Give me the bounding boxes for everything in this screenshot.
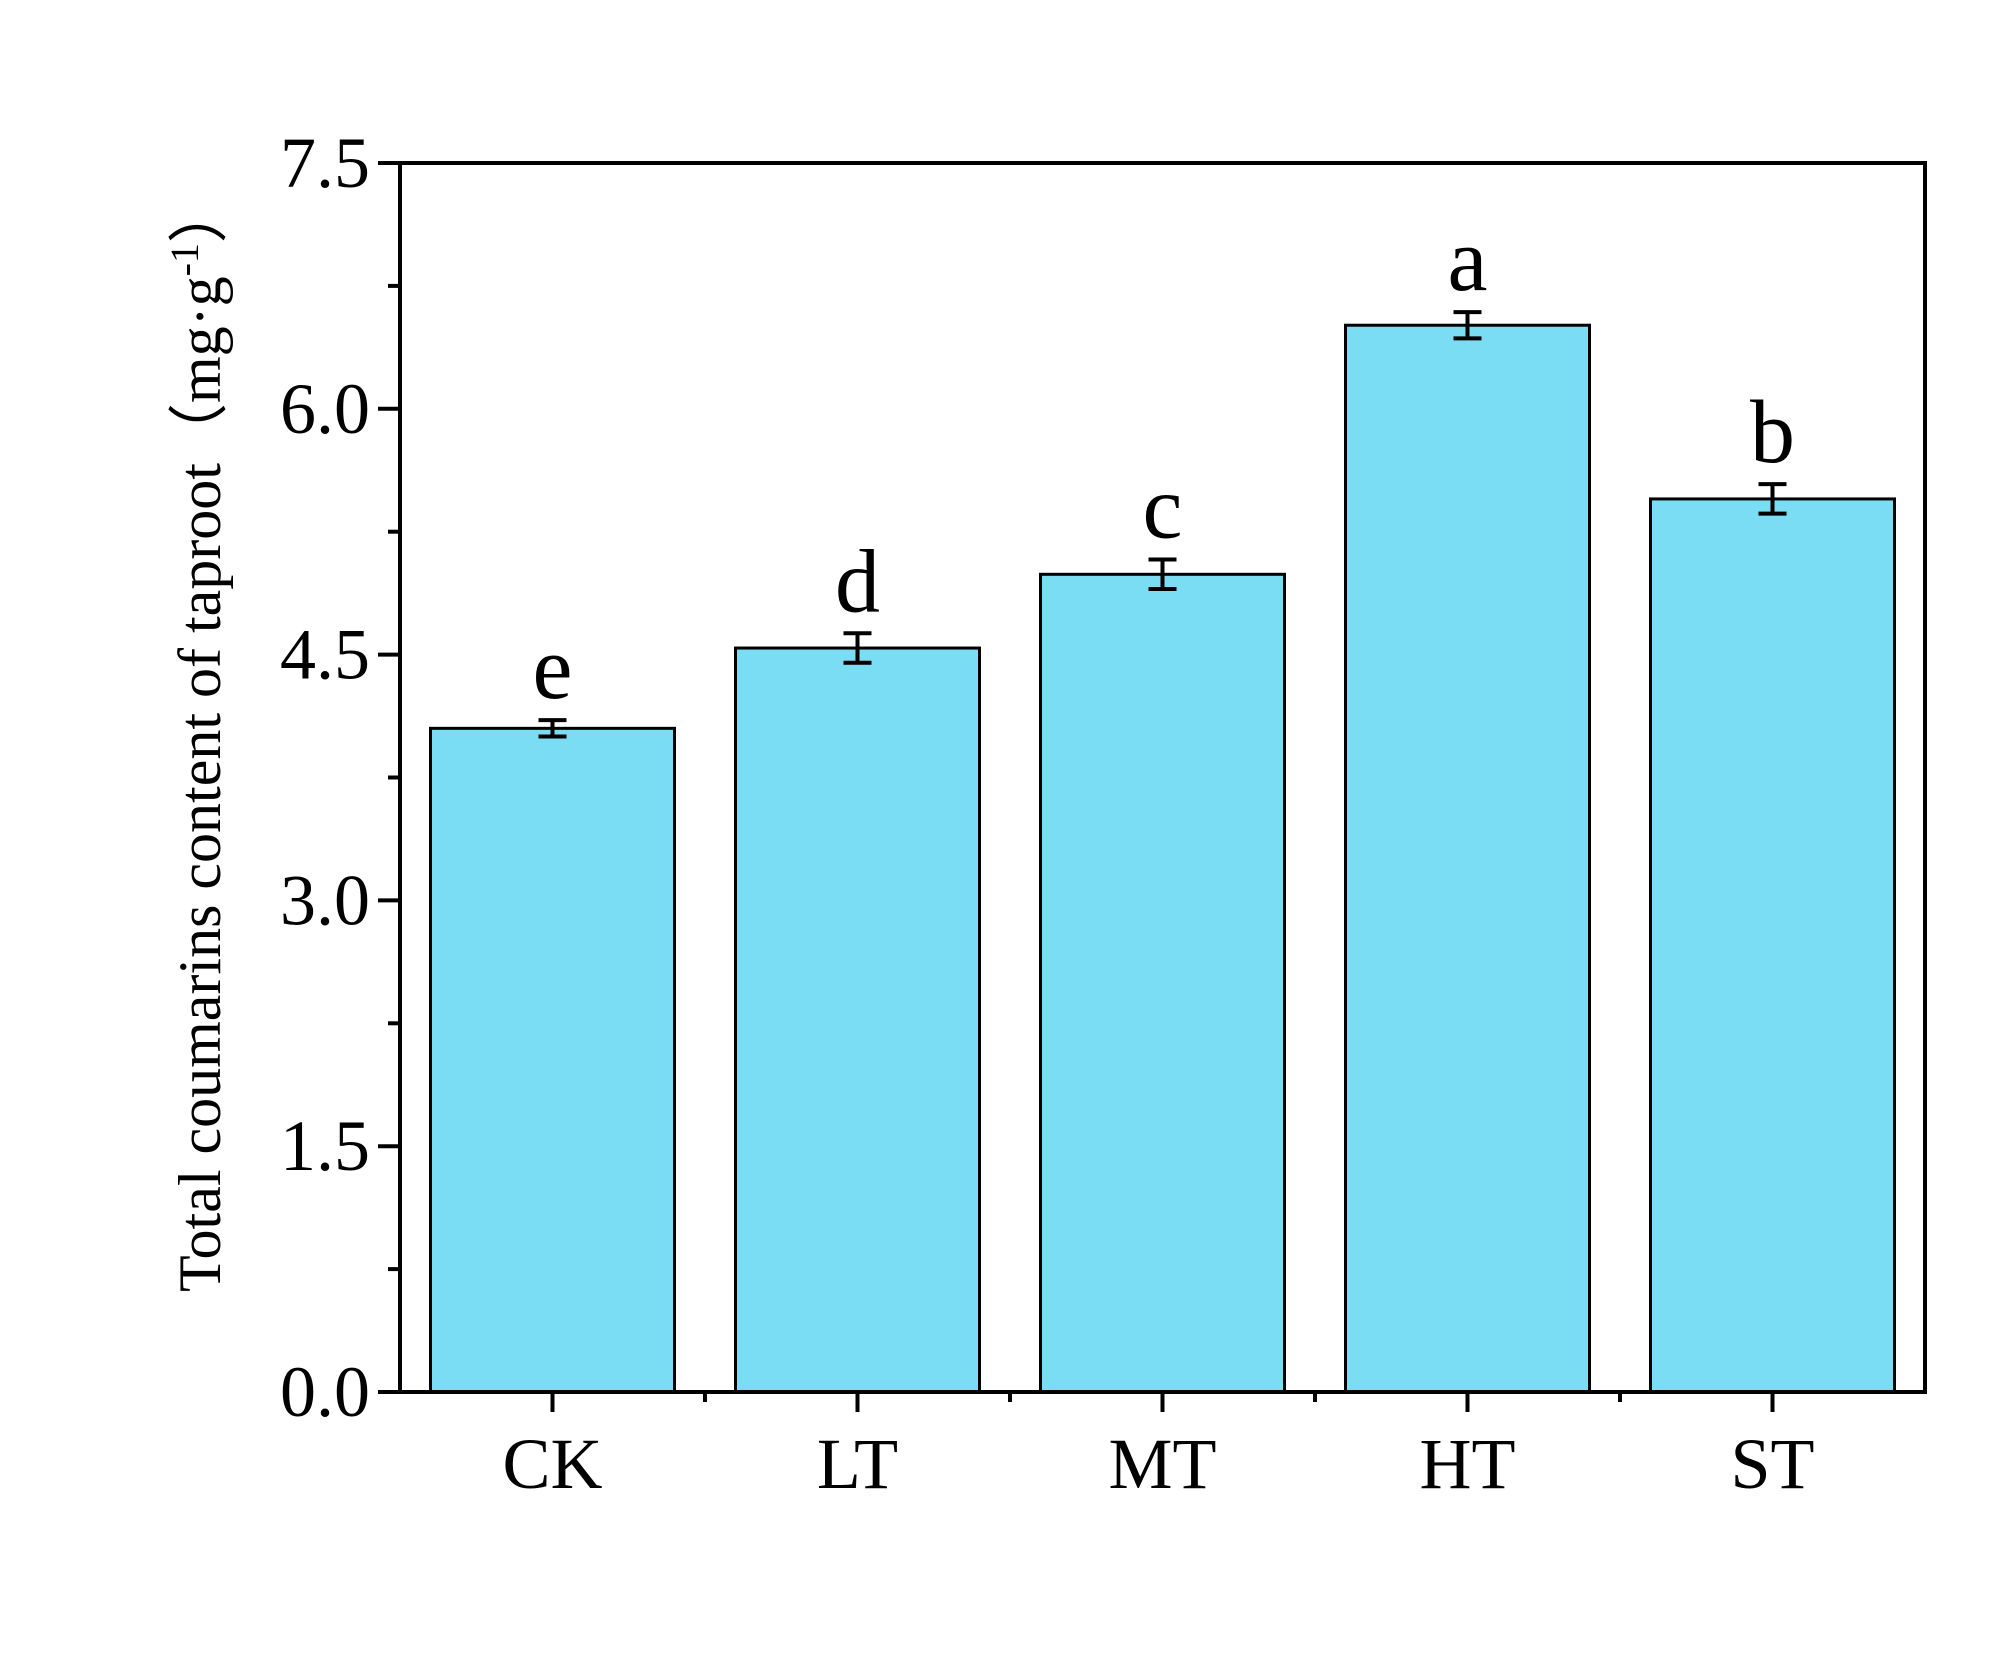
x-tick-label-ck: CK: [502, 1424, 602, 1504]
y-axis-label: Total coumarins content of taproot（mg·g-…: [162, 183, 234, 1292]
y-axis-label-main: Total coumarins content of taproot（mg·g: [167, 276, 233, 1292]
x-tick-label-lt: LT: [817, 1424, 898, 1504]
bar-ht: [1344, 323, 1591, 1394]
significance-label-lt: d: [835, 532, 880, 631]
bar-lt: [734, 646, 981, 1394]
bar-st: [1649, 497, 1896, 1394]
error-bar-lt: [843, 631, 872, 665]
y-tick-label: 4.5: [280, 615, 370, 695]
significance-label-st: b: [1750, 383, 1795, 482]
error-bar-st: [1758, 482, 1787, 516]
y-tick-label: 1.5: [280, 1106, 370, 1186]
error-bar-ck: [538, 718, 567, 739]
significance-label-ck: e: [533, 619, 573, 718]
y-axis-label-superscript: -1: [162, 243, 207, 276]
x-tick-label-ht: HT: [1420, 1424, 1516, 1504]
y-axis-label-close: ）: [167, 183, 233, 243]
y-tick-label: 7.5: [280, 123, 370, 203]
y-tick-label: 0.0: [280, 1352, 370, 1432]
significance-labels-layer: e d c a b: [533, 211, 1795, 718]
error-bar-mt: [1148, 557, 1177, 592]
error-bars-layer: [538, 310, 1787, 739]
ticks-layer: CK LT MT HT ST 0.0 1.5 3.0 4.5 6.0 7.5: [280, 123, 1815, 1504]
error-bar-ht: [1453, 310, 1482, 341]
x-tick-label-mt: MT: [1109, 1424, 1217, 1504]
bar-ck: [429, 726, 676, 1394]
y-axis-title: Total coumarins content of taproot（mg·g-…: [162, 183, 234, 1292]
y-tick-label: 3.0: [280, 860, 370, 940]
y-tick-label: 6.0: [280, 369, 370, 449]
significance-label-mt: c: [1143, 459, 1183, 558]
significance-label-ht: a: [1448, 211, 1488, 310]
x-tick-label-st: ST: [1730, 1424, 1814, 1504]
bar-mt: [1039, 572, 1286, 1394]
